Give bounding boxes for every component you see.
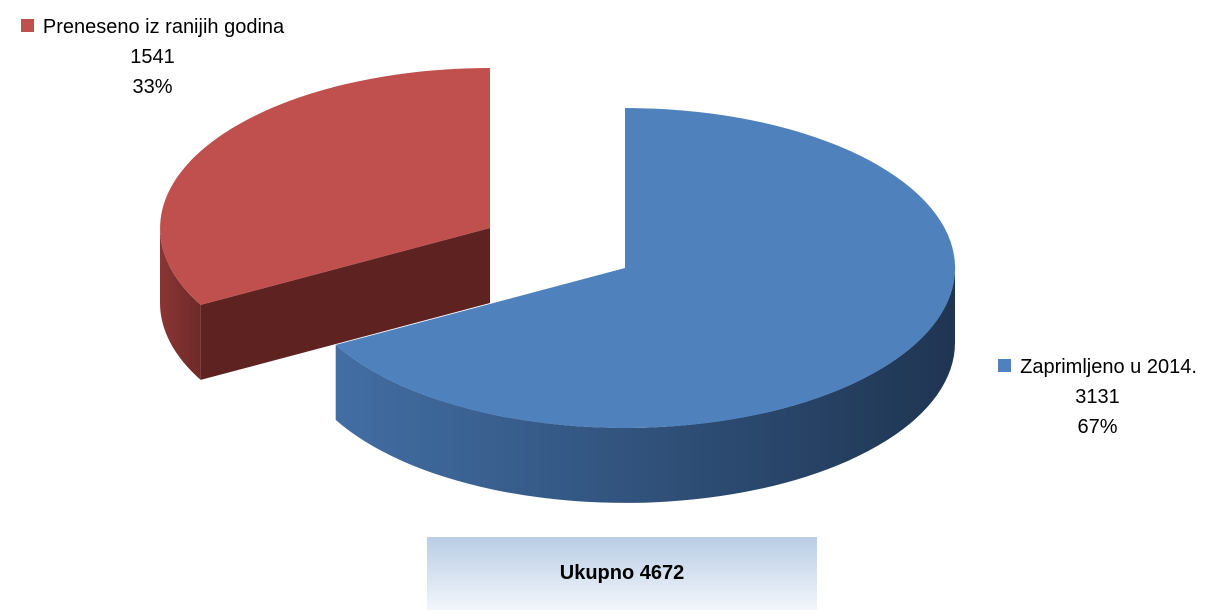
legend-swatch [998,359,1012,372]
legend-label: Preneseno iz ranijih godina [42,16,285,38]
slice [335,107,956,428]
percent-label: 33% [132,76,173,98]
legend-label: Zaprimljeno u 2014. [1020,356,1197,378]
label-1: Zaprimljeno u 2014. 3131 67% [975,352,1220,442]
value-label: 3131 [1075,386,1120,408]
percent-label: 67% [1077,416,1118,438]
value-label: 1541 [130,46,175,68]
slice-cut-face [200,228,490,380]
total-box: Ukupno 4672 [427,537,817,610]
slice-side [335,268,955,503]
label-0: Preneseno iz ranijih godina 1541 33% [10,12,295,102]
slice-side [160,228,201,380]
legend-swatch [20,19,34,32]
total-label: Ukupno 4672 [559,562,685,584]
slice [160,68,491,305]
